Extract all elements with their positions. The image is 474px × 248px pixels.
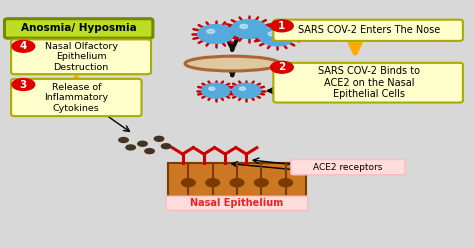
- Text: SARS COV-2 Binds to
ACE2 on the Nasal
Epithelial Cells: SARS COV-2 Binds to ACE2 on the Nasal Ep…: [319, 66, 420, 99]
- FancyBboxPatch shape: [11, 39, 151, 74]
- Text: 2: 2: [278, 62, 285, 72]
- Circle shape: [271, 20, 293, 32]
- Circle shape: [138, 141, 147, 146]
- Circle shape: [239, 87, 246, 90]
- Circle shape: [12, 79, 35, 91]
- Circle shape: [126, 145, 136, 150]
- FancyBboxPatch shape: [273, 63, 463, 102]
- Circle shape: [201, 83, 230, 98]
- Text: SARS COV-2 Enters The Nose: SARS COV-2 Enters The Nose: [298, 25, 440, 35]
- Text: ACE2 receptors: ACE2 receptors: [313, 163, 383, 172]
- Text: 3: 3: [20, 80, 27, 90]
- Circle shape: [232, 83, 261, 98]
- Text: Nasal Olfactory
Epithelium
Destruction: Nasal Olfactory Epithelium Destruction: [45, 42, 118, 72]
- Circle shape: [271, 61, 293, 73]
- Circle shape: [161, 144, 171, 149]
- Text: Anosmia/ Hyposmia: Anosmia/ Hyposmia: [21, 23, 137, 33]
- Circle shape: [145, 149, 155, 154]
- FancyBboxPatch shape: [11, 79, 142, 116]
- FancyBboxPatch shape: [273, 20, 463, 41]
- FancyBboxPatch shape: [4, 19, 153, 38]
- Circle shape: [259, 27, 295, 46]
- Ellipse shape: [181, 178, 196, 187]
- Ellipse shape: [278, 178, 293, 187]
- Text: 4: 4: [20, 41, 27, 51]
- Ellipse shape: [205, 178, 220, 187]
- Circle shape: [209, 87, 215, 90]
- Ellipse shape: [229, 178, 245, 187]
- Circle shape: [231, 20, 267, 38]
- Ellipse shape: [254, 178, 269, 187]
- Ellipse shape: [185, 56, 280, 71]
- Circle shape: [207, 29, 215, 33]
- Text: Release of
Inflammatory
Cytokines: Release of Inflammatory Cytokines: [44, 83, 109, 113]
- Text: 1: 1: [278, 21, 285, 31]
- FancyBboxPatch shape: [168, 163, 306, 195]
- Circle shape: [198, 25, 234, 43]
- FancyBboxPatch shape: [166, 196, 308, 210]
- Circle shape: [119, 138, 128, 143]
- Circle shape: [240, 24, 248, 29]
- Circle shape: [12, 40, 35, 52]
- FancyBboxPatch shape: [291, 159, 405, 175]
- Circle shape: [268, 32, 276, 36]
- Text: Nasal Epithelium: Nasal Epithelium: [191, 198, 283, 208]
- Circle shape: [155, 136, 164, 141]
